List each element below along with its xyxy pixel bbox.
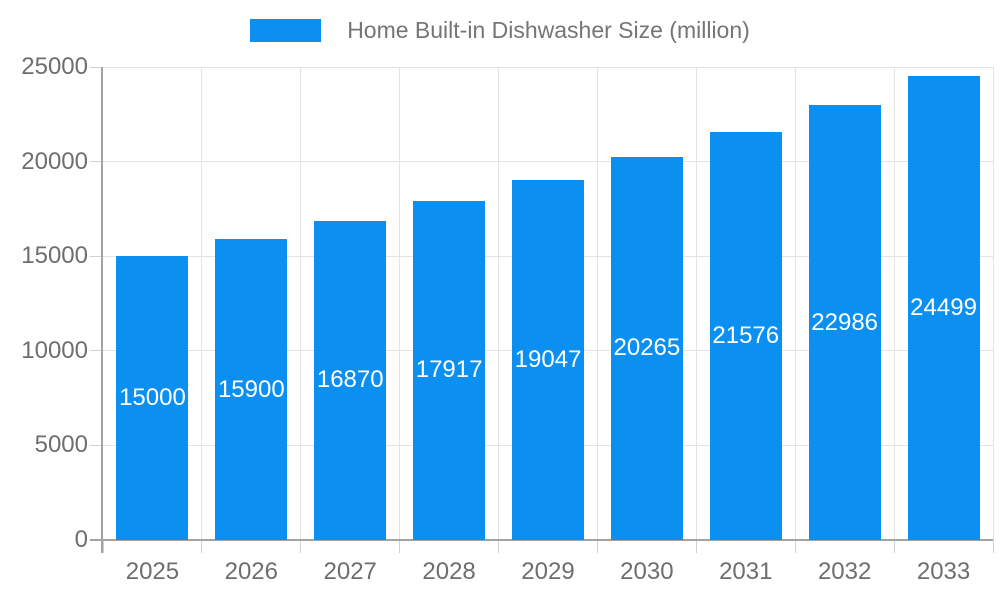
x-axis-label: 2030 <box>620 558 674 585</box>
bar-value-label: 17917 <box>415 356 483 384</box>
gridline-v <box>794 67 796 540</box>
x-tick <box>794 540 796 553</box>
y-axis-label: 15000 <box>21 242 88 270</box>
x-tick <box>300 540 302 553</box>
bar-2032: 22986 <box>808 105 881 540</box>
bar-2029: 19047 <box>512 179 584 540</box>
legend-swatch <box>250 19 322 42</box>
x-axis-label: 2029 <box>521 558 575 585</box>
bar-2027: 16870 <box>314 220 387 540</box>
gridline-v <box>695 67 697 540</box>
legend: Home Built-in Dishwasher Size (million) <box>0 17 1000 44</box>
gridline-v <box>992 67 994 540</box>
y-axis-label: 25000 <box>21 53 88 80</box>
y-tick <box>90 350 103 352</box>
gridline-v <box>300 67 302 540</box>
legend-label: Home Built-in Dishwasher Size (million) <box>347 17 750 43</box>
x-axis-label: 2026 <box>224 558 278 585</box>
bar-2031: 21576 <box>709 131 782 540</box>
x-tick <box>498 540 500 553</box>
y-tick <box>90 444 103 446</box>
bar-2033: 24499 <box>907 76 980 540</box>
x-tick <box>596 540 598 553</box>
bar-value-label: 24499 <box>910 294 977 322</box>
x-axis-label: 2025 <box>125 558 180 585</box>
x-axis-label: 2033 <box>916 558 971 585</box>
x-tick <box>201 540 203 553</box>
y-tick <box>90 66 103 68</box>
bar-value-label: 21576 <box>712 321 780 349</box>
bar-2025: 15000 <box>116 256 189 540</box>
gridline-v <box>893 67 895 540</box>
gridline-v <box>201 67 203 540</box>
bar-value-label: 15900 <box>217 375 285 403</box>
x-axis-label: 2027 <box>323 558 377 585</box>
y-axis-label: 5000 <box>34 431 88 459</box>
gridline-v <box>596 67 598 540</box>
y-axis-label: 10000 <box>21 336 88 364</box>
y-tick <box>90 161 103 163</box>
x-tick <box>102 540 104 553</box>
gridline-v <box>399 67 401 540</box>
bar-value-label: 22986 <box>811 308 879 336</box>
y-axis-label: 20000 <box>21 147 88 175</box>
x-axis-label: 2031 <box>719 558 773 585</box>
y-tick <box>90 255 103 257</box>
y-axis-line <box>101 67 103 553</box>
gridline-v <box>498 67 500 540</box>
x-tick <box>399 540 401 553</box>
bar-2030: 20265 <box>610 156 683 540</box>
gridline-h <box>103 66 993 68</box>
x-axis-label: 2028 <box>422 558 476 585</box>
x-tick <box>992 540 994 553</box>
x-tick <box>695 540 697 553</box>
gridline-h <box>103 161 993 163</box>
x-tick <box>893 540 895 553</box>
x-axis-label: 2032 <box>817 558 872 585</box>
bar-2028: 17917 <box>413 201 486 540</box>
bar-value-label: 16870 <box>316 366 384 394</box>
bar-value-label: 20265 <box>613 334 681 362</box>
x-axis-line <box>90 539 993 541</box>
bar-value-label: 19047 <box>514 345 582 373</box>
y-axis-label: 0 <box>74 526 88 553</box>
bar-value-label: 15000 <box>119 384 186 412</box>
bar-2026: 15900 <box>215 239 288 540</box>
